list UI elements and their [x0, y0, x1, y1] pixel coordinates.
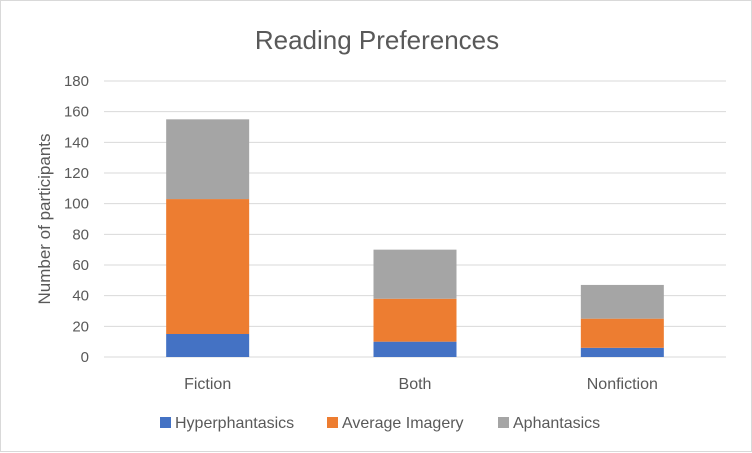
- legend-swatch-2: [498, 417, 509, 428]
- y-tick-label-5: 100: [64, 196, 89, 213]
- y-tick-label-4: 80: [72, 226, 89, 243]
- x-category-label-0: Fiction: [184, 376, 231, 393]
- legend-swatch-1: [327, 417, 338, 428]
- x-category-label-1: Both: [399, 376, 432, 393]
- y-axis-ticks: 0 20 40 60 80 100 120 140 160 180: [64, 73, 89, 366]
- bar-nonfiction-hyperphantasics: [580, 347, 664, 357]
- y-tick-label-7: 140: [64, 134, 89, 151]
- y-tick-label-8: 160: [64, 104, 89, 121]
- bars: [166, 119, 664, 357]
- bar-nonfiction-average-imagery: [580, 318, 664, 348]
- bar-both-aphantasics: [373, 249, 457, 299]
- bar-nonfiction-aphantasics: [580, 284, 664, 319]
- chart-title: Reading Preferences: [255, 25, 499, 55]
- y-tick-label-1: 20: [72, 318, 89, 335]
- bar-both-average-imagery: [373, 298, 457, 342]
- x-category-label-2: Nonfiction: [587, 376, 658, 393]
- bar-both-hyperphantasics: [373, 341, 457, 357]
- legend-label-2: Aphantasics: [513, 415, 600, 432]
- y-tick-label-0: 0: [81, 349, 89, 366]
- y-tick-label-2: 40: [72, 288, 89, 305]
- bar-fiction-aphantasics: [166, 119, 250, 200]
- y-axis-label: Number of participants: [35, 133, 54, 304]
- legend-swatch-0: [160, 417, 171, 428]
- bar-fiction-average-imagery: [166, 199, 250, 334]
- legend-label-1: Average Imagery: [342, 415, 464, 432]
- legend: Hyperphantasics Average Imagery Aphantasic…: [160, 415, 600, 432]
- y-tick-label-9: 180: [64, 73, 89, 90]
- x-axis-categories: Fiction Both Nonfiction: [184, 376, 658, 393]
- legend-label-0: Hyperphantasics: [175, 415, 294, 432]
- y-tick-label-3: 60: [72, 257, 89, 274]
- bar-fiction-hyperphantasics: [166, 334, 250, 357]
- y-tick-label-6: 120: [64, 165, 89, 182]
